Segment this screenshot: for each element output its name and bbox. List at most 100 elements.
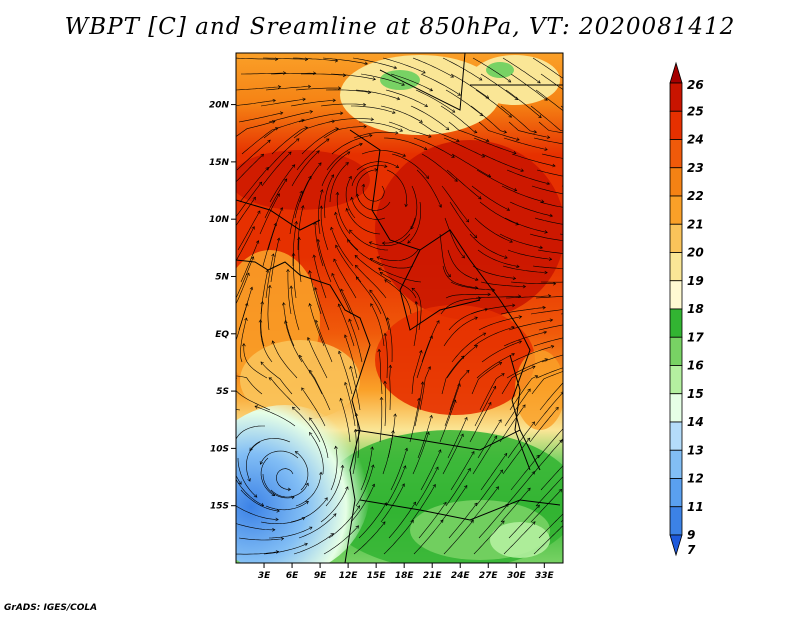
streamline-arrowhead xyxy=(363,124,367,129)
streamline xyxy=(313,254,327,299)
streamline xyxy=(565,394,596,426)
streamline xyxy=(315,320,333,363)
streamline xyxy=(567,365,610,378)
streamline-arrowhead xyxy=(485,95,490,99)
streamline xyxy=(410,484,436,523)
streamline-arrowhead xyxy=(612,205,615,208)
streamline xyxy=(350,483,375,523)
streamline-arrowhead xyxy=(450,74,455,78)
streamline xyxy=(412,57,454,78)
streamline xyxy=(564,336,608,346)
streamline xyxy=(236,474,242,485)
streamline xyxy=(236,272,250,305)
streamline-arrowhead xyxy=(353,428,358,433)
streamline-arrowhead xyxy=(330,226,334,231)
streamline-arrowhead xyxy=(295,138,300,142)
streamline-arrowhead xyxy=(578,134,581,137)
colorbar-label: 16 xyxy=(687,359,704,373)
streamline xyxy=(236,377,238,379)
streamline xyxy=(569,322,613,330)
streamline-arrowhead xyxy=(451,109,456,113)
streamline xyxy=(445,89,483,116)
streamline-arrowhead xyxy=(422,70,426,74)
streamline xyxy=(448,121,490,142)
lat-tick-label: 10S xyxy=(210,444,229,454)
streamline xyxy=(329,162,349,203)
streamline xyxy=(289,190,303,235)
streamline-arrowhead xyxy=(255,240,260,244)
streamline xyxy=(561,185,563,187)
streamline-arrowhead xyxy=(604,190,607,193)
streamline xyxy=(246,441,261,482)
streamline-arrowhead xyxy=(297,236,301,241)
streamline xyxy=(237,210,261,251)
streamline xyxy=(240,489,280,512)
streamline xyxy=(411,350,422,395)
streamline-arrowhead xyxy=(573,307,576,310)
streamline xyxy=(388,121,432,138)
streamline xyxy=(566,90,602,117)
streamline xyxy=(562,266,563,267)
colorbar-label: 20 xyxy=(687,246,704,260)
lon-tick-label: 3E xyxy=(258,571,271,581)
streamline xyxy=(386,169,407,207)
streamline-arrowhead xyxy=(527,388,531,393)
streamline xyxy=(571,280,616,282)
streamline xyxy=(477,419,502,459)
streamline xyxy=(236,390,271,411)
streamline xyxy=(502,265,548,273)
streamline xyxy=(270,72,316,75)
streamline-arrowhead xyxy=(379,396,384,401)
streamline-arrowhead xyxy=(522,284,527,289)
streamline-arrowhead xyxy=(308,303,312,307)
streamline xyxy=(290,285,300,331)
streamline xyxy=(535,476,563,507)
colorbar-label: 25 xyxy=(687,104,704,118)
streamline xyxy=(538,513,563,539)
streamline xyxy=(240,317,247,363)
streamline-arrowhead xyxy=(580,320,583,323)
colorbar-label: 26 xyxy=(687,78,704,92)
streamline xyxy=(559,233,563,235)
streamline xyxy=(534,217,563,225)
streamline xyxy=(480,73,518,100)
colorbar-segment xyxy=(669,478,683,508)
streamline xyxy=(383,520,414,555)
streamline xyxy=(503,521,536,555)
streamline-arrowhead xyxy=(558,488,563,493)
streamline-arrowhead xyxy=(370,303,374,307)
streamline xyxy=(265,253,274,299)
streamline-arrowhead xyxy=(548,257,553,261)
streamline xyxy=(508,319,553,331)
streamline xyxy=(331,273,352,315)
streamline xyxy=(318,189,323,235)
streamline-arrowhead xyxy=(294,220,298,225)
streamline-arrowhead xyxy=(381,241,386,245)
streamline xyxy=(333,258,357,299)
streamline-arrowhead xyxy=(253,494,258,498)
streamline-arrowhead xyxy=(559,439,563,444)
streamline-arrowhead xyxy=(457,383,461,387)
streamline xyxy=(421,320,440,363)
streamline-arrowhead xyxy=(337,86,342,90)
streamline-arrowhead xyxy=(576,225,579,228)
streamline-arrowhead xyxy=(291,252,296,257)
streamline xyxy=(539,201,563,208)
streamline xyxy=(264,178,288,219)
streamline xyxy=(506,169,550,185)
country-borders xyxy=(236,53,563,563)
streamline-arrowhead xyxy=(583,280,586,283)
streamline-arrowhead xyxy=(613,279,616,282)
streamline-arrowhead xyxy=(602,236,605,239)
streamline xyxy=(236,57,278,60)
streamline xyxy=(533,525,563,555)
streamline xyxy=(236,153,264,183)
streamline-arrowhead xyxy=(345,486,349,490)
streamline xyxy=(568,426,599,458)
streamline xyxy=(478,316,522,331)
streamline-arrowhead xyxy=(330,533,334,537)
streamline xyxy=(504,217,548,233)
streamline-arrowhead xyxy=(474,316,478,320)
colorbar-segment xyxy=(669,110,683,140)
lon-tick-label: 33E xyxy=(535,571,555,581)
